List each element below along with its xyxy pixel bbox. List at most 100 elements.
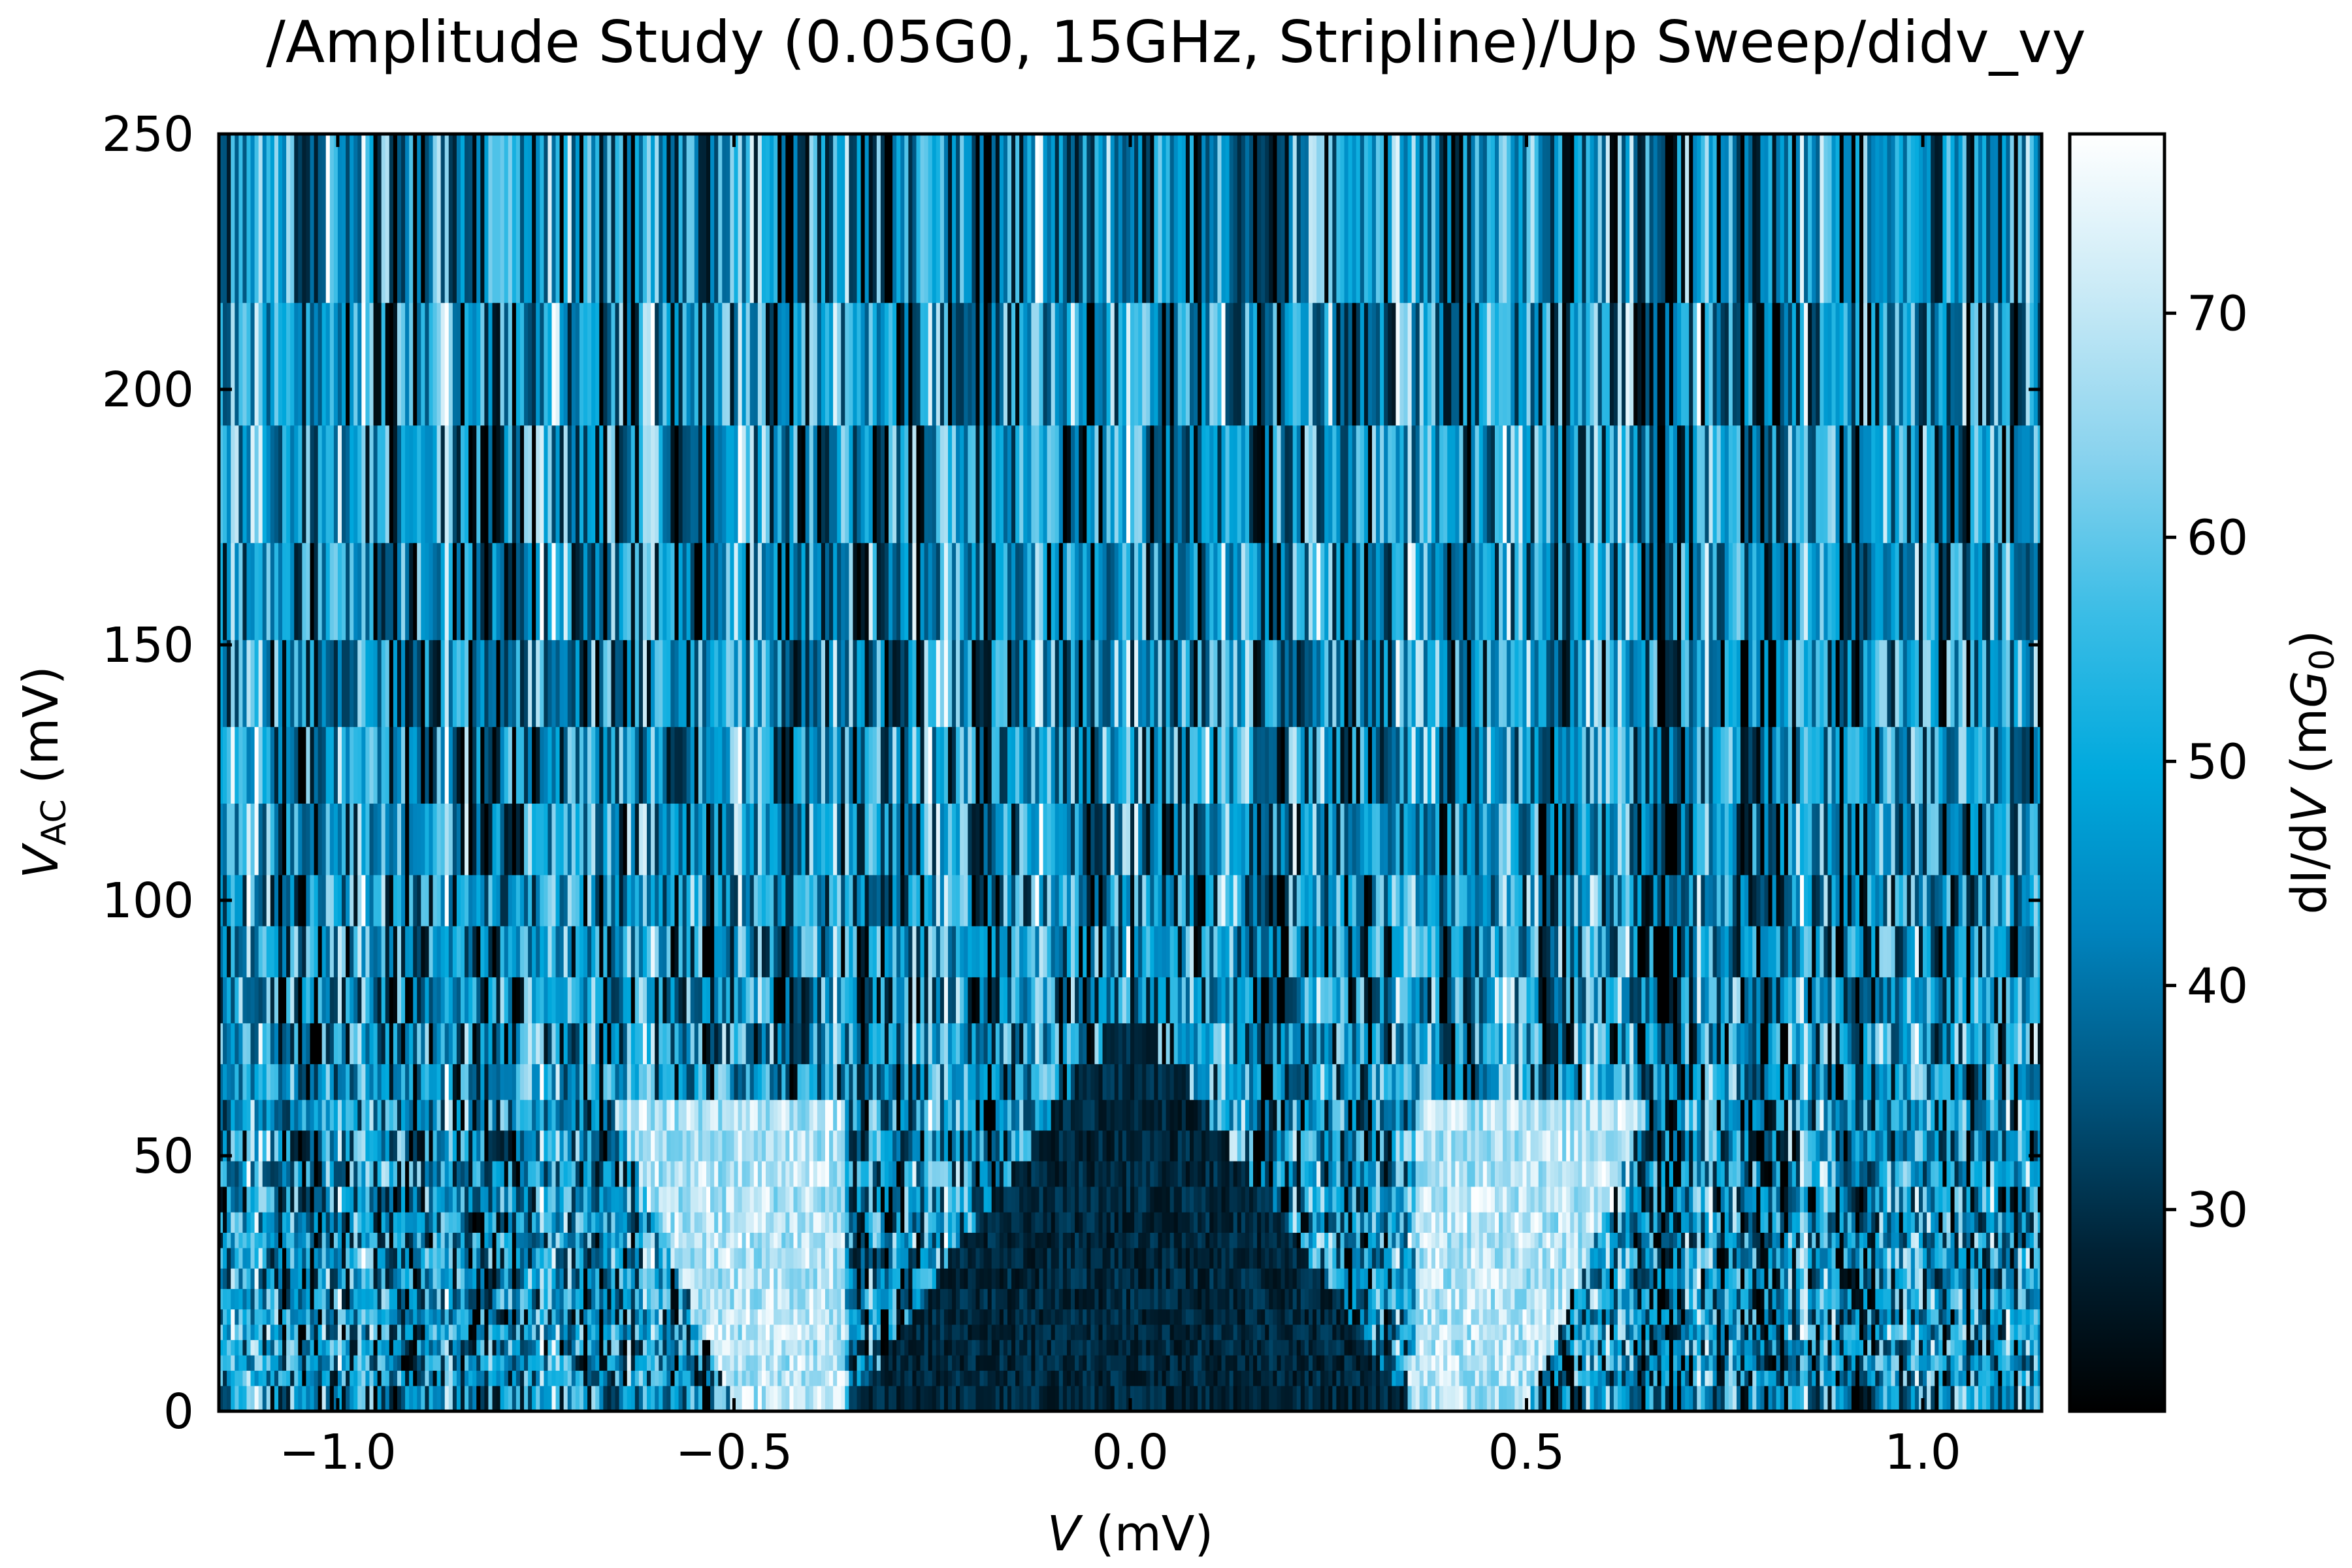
heatmap-cell [1122,1339,1127,1356]
heatmap-cell [678,1232,683,1249]
heatmap-cell [1356,1385,1361,1412]
heatmap-cell [1653,1268,1658,1289]
heatmap-cell [1150,1268,1154,1289]
heatmap-cell [329,1324,335,1341]
heatmap-cell [1332,1232,1337,1249]
heatmap-cell [254,1324,259,1341]
heatmap-cell [310,1324,315,1341]
heatmap-cell [1938,1339,1943,1356]
heatmap-cell [472,1288,477,1310]
heatmap-cell [1225,1324,1230,1341]
heatmap-cell [1007,1370,1012,1386]
heatmap-cell [1269,1339,1273,1356]
heatmap-cell [825,1385,830,1412]
heatmap-cell [1768,1324,1773,1341]
heatmap-cell [872,1354,877,1371]
heatmap-cell [1411,1354,1416,1371]
heatmap-cell [231,1339,235,1356]
heatmap-cell [1839,1370,1844,1386]
heatmap-cell [1701,1288,1706,1310]
heatmap-cell [1340,1385,1345,1412]
heatmap-cell [298,1247,302,1269]
heatmap-cell [476,1268,481,1289]
heatmap-cell [448,1339,453,1356]
heatmap-cell [1554,1232,1559,1249]
heatmap-cell [1371,1354,1377,1371]
heatmap-cell [496,1385,501,1412]
heatmap-cell [619,1370,624,1386]
heatmap-cell [1324,1354,1329,1371]
heatmap-cell [1455,1268,1460,1289]
heatmap-cell [777,1247,782,1269]
heatmap-cell [1622,1288,1626,1310]
heatmap-cell [1237,1354,1242,1371]
heatmap-cell [1162,1247,1167,1269]
heatmap-cell [1003,1324,1008,1341]
heatmap-cell [1126,1247,1131,1269]
heatmap-cell [1177,1339,1183,1356]
heatmap-cell [1935,1309,1939,1325]
heatmap-cell [1003,1354,1008,1371]
heatmap-cell [1780,1339,1785,1356]
heatmap-cell [1605,1370,1610,1386]
heatmap-cell [813,1247,818,1269]
heatmap-cell [964,1247,968,1269]
heatmap-cell [579,1288,584,1310]
heatmap-cell [1194,1268,1198,1289]
heatmap-cell [532,1288,536,1310]
heatmap-cell [1716,1370,1722,1386]
heatmap-cell [1134,1268,1139,1289]
heatmap-cell [936,1288,941,1310]
heatmap-cell [361,1309,367,1325]
heatmap-cell [686,1385,691,1412]
heatmap-cell [1237,1212,1242,1233]
heatmap-cell [1292,1232,1298,1249]
heatmap-cell [1530,1247,1535,1269]
heatmap-cell [440,1232,446,1249]
heatmap-cell [702,1268,707,1289]
heatmap-cell [1102,1385,1107,1412]
heatmap-cell [532,1354,536,1371]
heatmap-cell [1364,1324,1369,1341]
heatmap-cell [2002,1339,2007,1356]
heatmap-cell [448,1288,453,1310]
heatmap-cell [857,1288,862,1310]
heatmap-cell [595,1339,600,1356]
heatmap-cell [1079,1324,1083,1341]
heatmap-cell [544,1339,549,1356]
heatmap-cell [1586,1370,1591,1386]
heatmap-cell [2017,1370,2023,1386]
heatmap-cell [2017,1324,2023,1341]
heatmap-cell [1740,1247,1745,1269]
heatmap-cell [1106,1385,1111,1412]
heatmap-cell [1066,1385,1071,1412]
heatmap-cell [797,1212,802,1233]
heatmap-cell [975,1247,981,1269]
heatmap-cell [1486,1324,1492,1341]
heatmap-cell [484,1339,489,1356]
heatmap-cell [1895,1288,1900,1310]
heatmap-cell [1439,1212,1444,1233]
heatmap-cell [1938,1309,1943,1325]
heatmap-cell [1625,1339,1630,1356]
heatmap-cell [1138,1354,1143,1371]
heatmap-cell [1586,1212,1591,1233]
heatmap-cell [1451,1385,1456,1412]
heatmap-cell [1827,1268,1833,1289]
heatmap-cell [889,1385,893,1412]
heatmap-cell [1958,1324,1963,1341]
heatmap-cell [1859,1232,1864,1249]
heatmap-cell [1958,1288,1963,1310]
heatmap-cell [1954,1339,1959,1356]
heatmap-cell [821,1385,826,1412]
heatmap-cell [682,1370,687,1386]
heatmap-cell [936,1212,941,1233]
heatmap-cell [1637,1385,1642,1412]
heatmap-cell [321,1288,327,1310]
heatmap-cell [1399,1232,1405,1249]
heatmap-cell [670,1268,676,1289]
heatmap-cell [1927,1268,1931,1289]
heatmap-cell [1542,1370,1547,1386]
heatmap-cell [674,1268,679,1289]
heatmap-cell [841,1247,845,1269]
